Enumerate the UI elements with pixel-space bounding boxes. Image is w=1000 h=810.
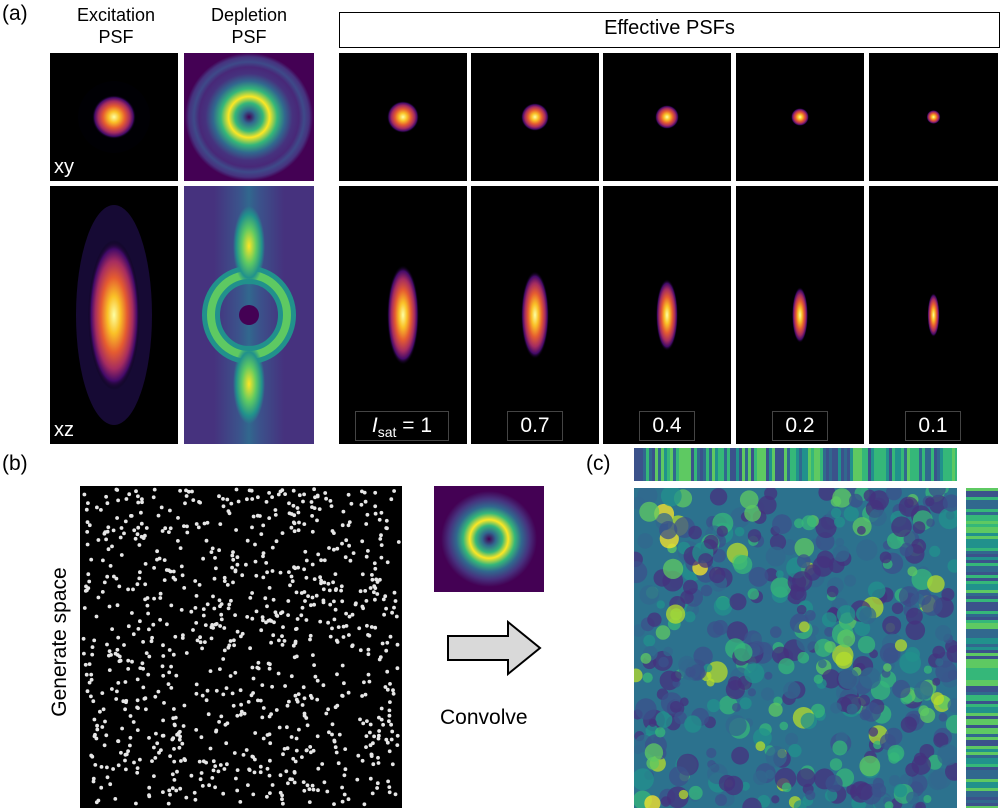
depletion-xy-image [184, 53, 314, 181]
isat-subscript: sat [377, 424, 397, 441]
depletion-xz-image [184, 186, 314, 444]
panel-c-label: (c) [586, 452, 611, 475]
effective-xz-image-01: 0.1 [869, 186, 998, 444]
convolved-image [634, 488, 957, 808]
effective-xz-image-04: 0.4 [603, 186, 731, 444]
row-label-xz: xz [54, 419, 74, 441]
point-space-image [80, 486, 402, 808]
convolve-arrow-icon [447, 620, 542, 676]
effective-xy-image-01 [869, 53, 998, 181]
excitation-header: Excitation PSF [50, 4, 182, 48]
projection-top-strip [634, 448, 957, 481]
effective-xy-image-07 [471, 53, 599, 181]
convolve-label: Convolve [440, 706, 528, 729]
row-label-xy: xy [54, 156, 74, 178]
effective-xy-image-02 [736, 53, 864, 181]
isat-label: Isat = 1 [355, 411, 449, 441]
effective-xy-image-04 [603, 53, 731, 181]
depletion-header-line1: Depletion [210, 5, 288, 25]
generate-space-label: Generate space [48, 567, 71, 717]
isat-value-1: = 1 [396, 414, 433, 437]
isat-symbol: I [371, 414, 378, 437]
isat-value-07: 0.7 [507, 411, 563, 441]
effective-xy-image-1 [339, 53, 467, 181]
excitation-header-line2: PSF [98, 27, 134, 47]
effective-xz-image-07: 0.7 [471, 186, 599, 444]
effective-xz-image-02: 0.2 [736, 186, 864, 444]
effective-xz-image-1: Isat = 1 [339, 186, 467, 444]
projection-side-strip [966, 488, 998, 808]
isat-value-02: 0.2 [772, 411, 828, 441]
depletion-psf-kernel-image [434, 486, 544, 592]
panel-a-label: (a) [2, 2, 28, 25]
excitation-header-line1: Excitation [76, 5, 156, 25]
panel-b-label: (b) [2, 452, 28, 475]
isat-value-04: 0.4 [639, 411, 695, 441]
excitation-xy-image: xy [50, 53, 178, 181]
effective-psfs-header: Effective PSFs [339, 12, 1000, 48]
excitation-xz-image: xz [50, 186, 178, 444]
depletion-header: Depletion PSF [183, 4, 315, 48]
depletion-header-line2: PSF [231, 27, 267, 47]
isat-value-01: 0.1 [905, 411, 961, 441]
